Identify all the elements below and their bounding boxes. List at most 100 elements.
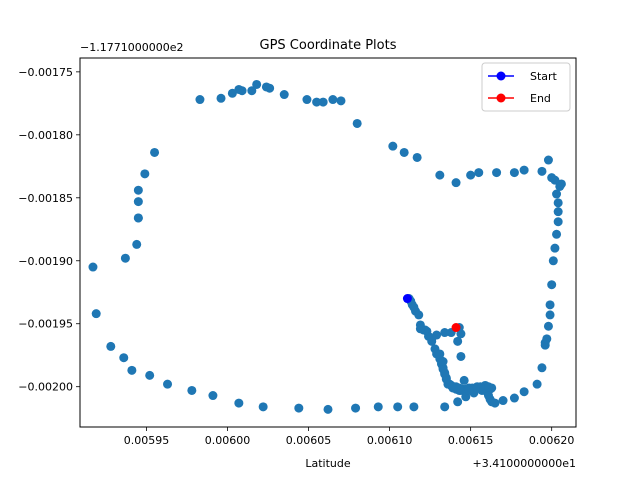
data-point [435,349,445,359]
data-point [399,147,409,157]
data-point [427,334,437,344]
data-point [412,152,422,162]
data-point [553,198,563,208]
data-point [187,385,197,395]
data-point [440,402,450,412]
data-point [435,170,445,180]
data-point [133,185,143,195]
data-point [336,96,346,106]
data-point [373,402,383,412]
chart-title: GPS Coordinate Plots [260,38,397,53]
data-point [261,82,271,92]
data-point [550,243,560,253]
data-point [133,197,143,207]
data-point [133,213,143,223]
data-point [234,398,244,408]
data-point [216,93,226,103]
data-point [440,328,450,338]
plot-frame [79,57,577,428]
data-point [393,402,403,412]
data-point [195,95,205,105]
data-point [414,310,424,320]
data-point [140,169,150,179]
data-point [132,239,142,249]
data-point [88,262,98,272]
data-point [328,95,338,105]
data-point [127,365,137,375]
data-point [415,324,425,334]
end-marker [451,323,461,333]
data-point [537,363,547,373]
data-point [453,397,463,407]
data-point [547,280,557,290]
start-end-markers [402,294,461,333]
data-point [456,351,466,361]
data-point [509,393,519,403]
start-marker [402,294,412,304]
y-axis-ticks: −0.00175 −0.00180 −0.00185 −0.00190 −0.00195… [18,66,80,394]
data-point [545,300,555,310]
data-point [498,396,508,406]
x-axis-label: Latitude [305,457,351,470]
data-point [208,391,218,401]
data-point [302,95,312,105]
y-tick-label: −0.00200 [18,381,73,394]
x-axis-offset-label: +3.4100000000e1 [473,457,576,470]
data-point [106,341,116,351]
data-point [542,334,552,344]
x-tick-label: 0.00610 [367,434,413,447]
data-point [294,403,304,413]
data-point [552,189,562,199]
data-point [388,141,398,151]
x-tick-label: 0.00600 [205,434,251,447]
data-point [352,118,362,128]
data-point [474,168,484,178]
data-point [258,402,268,412]
y-tick-label: −0.00195 [18,318,73,331]
data-point [150,147,160,157]
data-point [547,173,557,183]
data-point [409,402,419,412]
data-point [466,170,476,180]
data-point [252,79,262,89]
x-tick-label: 0.00595 [124,434,170,447]
data-point [509,168,519,178]
data-point [453,336,463,346]
legend-start-label: Start [530,70,558,83]
data-point [548,256,558,266]
x-tick-label: 0.00615 [448,434,494,447]
y-axis-offset-label: −1.1771000000e2 [80,41,183,54]
legend: Start End [481,62,571,112]
legend-end-marker [496,93,506,103]
x-tick-label: 0.00620 [529,434,575,447]
data-point [492,168,502,178]
x-axis-ticks: 0.00595 0.00600 0.00605 0.00610 0.00615 0.006… [124,427,575,447]
data-point [532,379,542,389]
data-point [553,217,563,227]
data-point [459,375,469,385]
data-point [247,86,257,96]
y-tick-label: −0.00180 [18,129,73,142]
data-point [543,321,553,331]
data-point [519,387,529,397]
data-point [552,229,562,239]
data-point [163,379,173,389]
data-points [88,79,566,414]
y-tick-label: −0.00185 [18,192,73,205]
data-point [490,398,500,408]
data-point [227,88,237,98]
data-point [279,90,289,100]
x-tick-label: 0.00605 [286,434,332,447]
data-point [438,363,448,373]
data-point [351,403,361,413]
data-point [323,404,333,414]
data-point [545,310,555,320]
data-point [451,178,461,188]
data-point [91,309,101,319]
legend-end-label: End [530,92,551,105]
data-point [438,357,448,367]
data-point [318,97,328,107]
data-point [519,165,529,175]
data-point [145,370,155,380]
